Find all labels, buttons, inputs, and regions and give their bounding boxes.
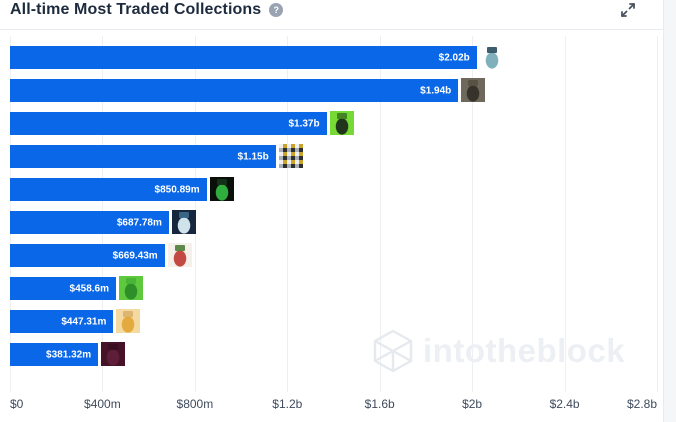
x-tick-label: $0 — [10, 397, 24, 411]
dark-maroon-art-icon — [101, 342, 126, 366]
chart-title: All-time Most Traded Collections — [10, 1, 262, 18]
flower-hat-character-icon — [167, 243, 192, 267]
bar-value-label: $1.15b — [237, 151, 269, 162]
bar-value-label: $1.94b — [420, 85, 452, 96]
bar-row: $850.89m — [10, 168, 657, 201]
x-tick-label: $1.6b — [364, 397, 395, 411]
bar[interactable]: $669.43m — [10, 244, 165, 267]
pixel-punk-avatar-icon — [479, 45, 504, 69]
x-tick-label: $800m — [176, 397, 214, 411]
gridline — [472, 36, 474, 392]
bar-value-label: $2.02b — [438, 52, 470, 63]
bar[interactable]: $458.6m — [10, 277, 116, 300]
gridline — [287, 36, 289, 392]
green-creature-avatar-icon — [119, 276, 143, 300]
chart-header: All-time Most Traded Collections ? — [0, 0, 663, 30]
expand-icon[interactable] — [619, 1, 637, 19]
ape-avatar-icon — [461, 78, 486, 102]
bar[interactable]: $1.15b — [10, 145, 276, 168]
intotheblock-logo-icon — [373, 329, 413, 373]
bar-row: $1.15b — [10, 135, 657, 168]
x-axis: $0 $400m $800m $1.2b $1.6b $2b $2.4b $2.8b — [10, 397, 657, 415]
bar-row: $1.94b — [10, 69, 657, 102]
gridline — [564, 36, 566, 392]
bar-row: $669.43m — [10, 234, 657, 267]
plot-area: $2.02b $1.94b $1.37b $1.15b $850.89m $68… — [10, 36, 657, 366]
bar-row: $458.6m — [10, 267, 657, 300]
x-tick-label: $2.4b — [549, 397, 580, 411]
bar-chart: intotheblock $2.02b $1.94b $1.37b $1.15b… — [10, 36, 658, 416]
bar[interactable]: $1.37b — [10, 112, 327, 135]
bar-value-label: $458.6m — [69, 283, 109, 294]
bar[interactable]: $447.31m — [10, 310, 114, 333]
bar[interactable]: $687.78m — [10, 211, 169, 234]
bar-value-label: $381.32m — [46, 349, 92, 360]
bar[interactable]: $850.89m — [10, 178, 207, 201]
x-tick-label: $2b — [462, 397, 483, 411]
x-tick-label: $2.8b — [626, 397, 657, 411]
bar-row: $2.02b — [10, 36, 657, 69]
navy-character-avatar-icon — [171, 210, 196, 234]
bar[interactable]: $381.32m — [10, 343, 99, 366]
x-tick-label: $1.2b — [272, 397, 303, 411]
bar[interactable]: $2.02b — [10, 46, 477, 69]
bar-row: $687.78m — [10, 201, 657, 234]
green-mutant-avatar-icon — [329, 111, 354, 135]
yellow-character-avatar-icon — [116, 309, 141, 333]
bar-row: $1.37b — [10, 102, 657, 135]
bar-value-label: $687.78m — [116, 217, 162, 228]
x-tick-label: $400m — [84, 397, 121, 411]
thumbnail-mosaic-icon — [278, 144, 303, 168]
bar-value-label: $1.37b — [288, 118, 320, 129]
green-glow-art-icon — [209, 177, 234, 201]
bar[interactable]: $1.94b — [10, 79, 459, 102]
bar-value-label: $447.31m — [61, 316, 107, 327]
bar-row: $381.32m — [10, 333, 657, 366]
info-icon[interactable]: ? — [269, 3, 284, 17]
gridline — [379, 36, 381, 392]
watermark-text: intotheblock — [423, 332, 626, 369]
bar-value-label: $850.89m — [154, 184, 200, 195]
intotheblock-watermark: intotheblock — [372, 329, 625, 373]
bar-value-label: $669.43m — [112, 250, 158, 261]
gridline — [657, 36, 658, 392]
bar-row: $447.31m — [10, 300, 657, 333]
